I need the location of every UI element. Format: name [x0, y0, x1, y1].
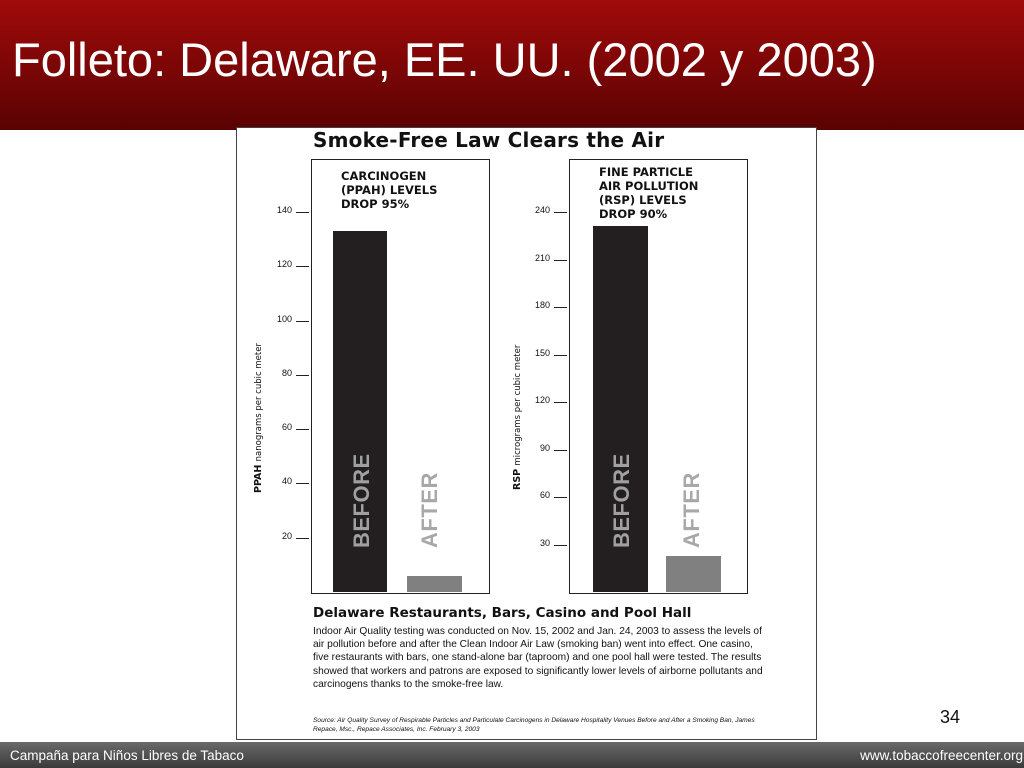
y-tick-label: 150	[534, 347, 550, 358]
y-tick-mark	[296, 320, 309, 322]
y-tick-mark	[554, 544, 567, 546]
y-tick-mark	[554, 497, 567, 498]
slide-title: Folleto: Delaware, EE. UU. (2002 y 2003)	[12, 33, 877, 86]
y-tick-label: 20	[281, 530, 292, 541]
before-bar-label: BEFORE	[349, 453, 374, 548]
panel-rsp-title-line: AIR POLLUTION	[599, 179, 699, 193]
footer-bar: Campaña para Niños Libres de Tabaco www.…	[0, 742, 1024, 768]
panel-ppah-title-line: CARCINOGEN	[341, 169, 427, 183]
y-tick-mark	[554, 354, 567, 356]
ppah-axis-label-unit: nanograms per cubic meter	[254, 343, 264, 462]
after-bar	[666, 555, 721, 592]
before-bar	[593, 226, 648, 592]
y-tick-label: 60	[539, 490, 550, 500]
after-bar-label: AFTER	[679, 472, 704, 548]
y-tick-label: 100	[276, 313, 292, 324]
y-tick-mark	[554, 212, 567, 213]
footer-website: www.tobaccofreecenter.org	[860, 748, 1023, 763]
before-bar-label: BEFORE	[609, 453, 634, 548]
y-tick-mark	[296, 374, 309, 376]
y-tick-label: 120	[534, 395, 550, 405]
description-heading: Delaware Restaurants, Bars, Casino and P…	[313, 605, 692, 621]
rsp-axis-label: RSP micrograms per cubic meter	[512, 345, 523, 490]
y-tick-label: 90	[539, 442, 550, 453]
source-note: Source: Air Quality Survey of Respirable…	[313, 717, 755, 733]
y-tick-label: 80	[281, 367, 292, 378]
y-tick-label: 30	[539, 537, 550, 548]
after-bar-label: AFTER	[417, 472, 442, 548]
figure-heading: Smoke-Free Law Clears the Air	[313, 128, 665, 152]
panel-ppah-title-line: DROP 95%	[341, 197, 410, 211]
y-tick-label: 140	[276, 205, 292, 215]
title-bar: Folleto: Delaware, EE. UU. (2002 y 2003)	[0, 0, 1024, 130]
ppah-axis-label: PPAH nanograms per cubic meter	[253, 343, 264, 493]
y-tick-mark	[296, 429, 309, 431]
y-tick-label: 60	[281, 422, 292, 433]
panel-ppah-title-line: (PPAH) LEVELS	[341, 183, 438, 197]
y-tick-label: 240	[534, 205, 550, 215]
y-tick-mark	[296, 266, 309, 268]
panel-rsp-title-line: FINE PARTICLE	[599, 165, 693, 179]
page-number: 34	[940, 707, 961, 727]
panel-ppah-title: CARCINOGEN (PPAH) LEVELS DROP 95%	[341, 169, 437, 211]
y-tick-label: 40	[281, 476, 292, 487]
y-tick-label: 210	[534, 252, 550, 263]
panel-rsp-title-line: (RSP) LEVELS	[599, 193, 687, 207]
y-tick-mark	[296, 483, 309, 485]
panel-rsp-title: FINE PARTICLE AIR POLLUTION (RSP) LEVELS…	[599, 165, 698, 221]
rsp-axis-label-main: RSP	[512, 468, 523, 490]
y-tick-label: 120	[276, 259, 292, 270]
y-tick-mark	[554, 259, 567, 261]
y-tick-mark	[554, 307, 567, 308]
footer-campaign: Campaña para Niños Libres de Tabaco	[10, 748, 244, 763]
before-bar	[333, 231, 387, 592]
after-bar	[407, 575, 462, 592]
y-tick-mark	[554, 449, 567, 451]
y-tick-mark	[296, 537, 309, 539]
description-text: Indoor Air Quality testing was conducted…	[313, 626, 763, 690]
y-tick-mark	[554, 402, 567, 403]
y-tick-label: 180	[534, 300, 550, 310]
panel-rsp-title-line: DROP 90%	[599, 207, 668, 221]
y-tick-mark	[296, 212, 309, 213]
